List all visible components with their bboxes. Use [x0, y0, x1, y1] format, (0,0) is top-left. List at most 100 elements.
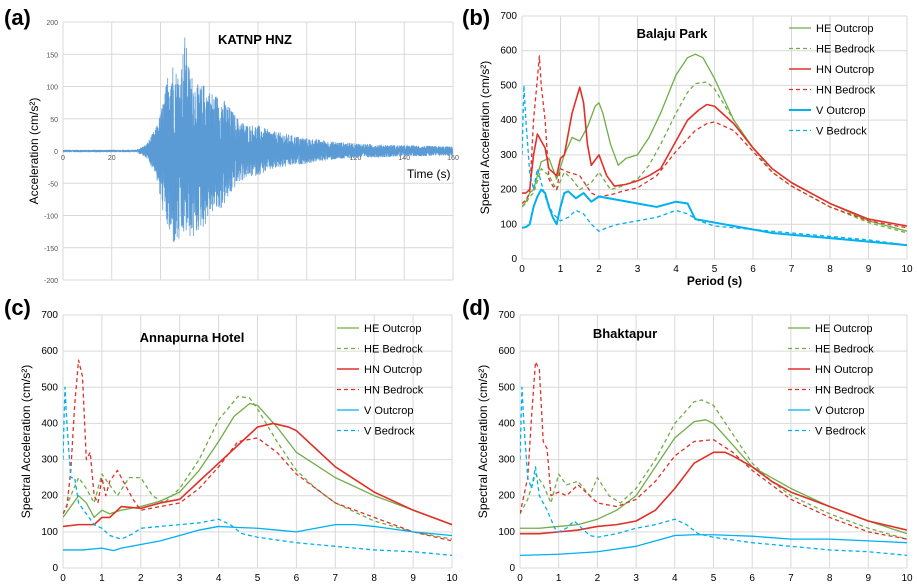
y-axis-label: Spectral Acceleration (cm/s²): [19, 365, 33, 518]
legend-label: V Outcrop: [816, 105, 866, 117]
y-tick-label: 700: [500, 11, 517, 22]
series-line-v-bedrock: [63, 386, 452, 556]
chart-panel-4: 0 100 200 300 400 500 600 700 0 1 2 3 4 5 6 7 8 9 10 (d) Bha…: [462, 295, 913, 585]
legend-label: HN Bedrock: [816, 85, 876, 97]
legend-label: HE Bedrock: [815, 344, 874, 356]
series-line-hn-outcrop: [63, 422, 452, 528]
x-tick-label: 4: [673, 264, 679, 275]
x-axis-label: Time (s): [407, 167, 451, 181]
x-tick-label: 140: [398, 155, 410, 162]
x-axis-label: Period (s): [230, 583, 285, 585]
legend: HE Outcrop HE Bedrock HN Outcrop HN Bedrock…: [789, 23, 876, 138]
x-tick-label: 4: [672, 573, 678, 584]
y-tick-label: -200: [44, 278, 58, 285]
x-tick-label: 4: [216, 573, 222, 584]
x-tick-label: 1: [558, 264, 564, 275]
legend-label: V Bedrock: [364, 426, 415, 438]
x-tick-label: 7: [789, 264, 795, 275]
y-tick-label: 200: [46, 20, 58, 27]
y-tick-label: 600: [500, 46, 517, 57]
series-line-hn-bedrock: [520, 361, 907, 540]
legend: HE Outcrop HE Bedrock HN Outcrop HN Bedrock…: [337, 323, 424, 438]
series-line-hn-outcrop: [520, 451, 907, 535]
y-tick-label: 600: [41, 346, 58, 357]
x-tick-label: 120: [350, 155, 362, 162]
legend-label: HN Outcrop: [364, 364, 422, 376]
x-tick-label: 8: [827, 264, 833, 275]
y-tick-label: 300: [500, 150, 517, 161]
y-tick-label: -50: [48, 181, 58, 188]
series-line-he-bedrock: [520, 399, 907, 540]
legend-label: HN Bedrock: [815, 385, 875, 397]
seismogram-trace: [63, 37, 453, 242]
y-tick-label: -100: [44, 214, 58, 221]
x-axis-label: Period (s): [687, 274, 742, 288]
x-tick-label: 8: [827, 573, 833, 584]
x-tick-label: 0: [61, 155, 65, 162]
y-tick-label: 0: [509, 563, 515, 574]
x-tick-label: 10: [901, 264, 913, 275]
series-line-v-bedrock: [522, 84, 907, 246]
y-tick-label: 100: [500, 219, 517, 230]
x-tick-label: 2: [596, 264, 602, 275]
x-tick-label: 20: [108, 155, 116, 162]
series-line-he-bedrock: [522, 81, 907, 234]
panel-letter: (c): [4, 295, 31, 320]
series-line-hn-outcrop: [522, 86, 907, 227]
legend-label: HE Outcrop: [364, 323, 421, 335]
legend-label: HN Outcrop: [816, 64, 874, 76]
x-tick-label: 3: [635, 264, 641, 275]
series-line-hn-bedrock: [63, 359, 452, 542]
x-tick-label: 7: [788, 573, 794, 584]
x-tick-label: 8: [371, 573, 377, 584]
y-tick-label: 400: [41, 418, 58, 429]
legend-label: HN Bedrock: [364, 385, 424, 397]
y-tick-label: 300: [41, 455, 58, 466]
y-axis-label: Spectral Acceleration (cm/s²): [476, 365, 490, 518]
chart-panel-3: 0 100 200 300 400 500 600 700 0 1 2 3 4 5 6 7 8 9 10 (c) Ann…: [4, 295, 458, 585]
legend-label: HN Outcrop: [815, 364, 873, 376]
legend-label: HE Bedrock: [816, 44, 875, 56]
y-tick-label: 0: [511, 254, 517, 265]
legend-label: HE Outcrop: [815, 323, 872, 335]
x-tick-label: 2: [595, 573, 601, 584]
panel-letter: (d): [462, 295, 490, 320]
chart-title: Bhaktapur: [593, 326, 657, 341]
y-axis-label: Spectral Acceleration (cm/s²): [478, 61, 492, 214]
y-tick-label: 500: [498, 382, 515, 393]
x-tick-label: 1: [99, 573, 105, 584]
y-tick-label: 600: [498, 346, 515, 357]
y-axis-label: Acceleration (cm/s²): [27, 98, 41, 205]
y-tick-label: 500: [500, 80, 517, 91]
x-tick-label: 0: [519, 264, 525, 275]
y-tick-label: 400: [500, 115, 517, 126]
y-tick-label: 500: [41, 382, 58, 393]
x-tick-label: 3: [633, 573, 639, 584]
x-tick-label: 5: [711, 573, 717, 584]
x-tick-label: 9: [866, 264, 872, 275]
x-tick-label: 160: [447, 155, 459, 162]
x-axis-label: Period (s): [686, 583, 741, 585]
y-tick-label: 300: [498, 455, 515, 466]
x-tick-label: 6: [749, 573, 755, 584]
legend-label: V Outcrop: [815, 405, 865, 417]
y-tick-label: 50: [50, 117, 58, 124]
y-tick-label: 700: [498, 310, 515, 321]
series-line-he-outcrop: [63, 402, 452, 526]
x-tick-label: 9: [866, 573, 872, 584]
x-tick-label: 3: [177, 573, 183, 584]
series-line-he-bedrock: [63, 395, 452, 540]
x-tick-label: 0: [517, 573, 523, 584]
panel-letter: (b): [462, 5, 490, 30]
series-line-v-bedrock: [520, 386, 907, 556]
y-tick-label: 0: [52, 563, 58, 574]
x-tick-label: 7: [333, 573, 339, 584]
legend-label: V Bedrock: [816, 126, 867, 138]
y-tick-label: -150: [44, 246, 58, 253]
y-tick-label: 200: [498, 491, 515, 502]
x-tick-label: 9: [410, 573, 416, 584]
chart-title: Annapurna Hotel: [140, 330, 245, 345]
legend-label: V Outcrop: [364, 405, 414, 417]
